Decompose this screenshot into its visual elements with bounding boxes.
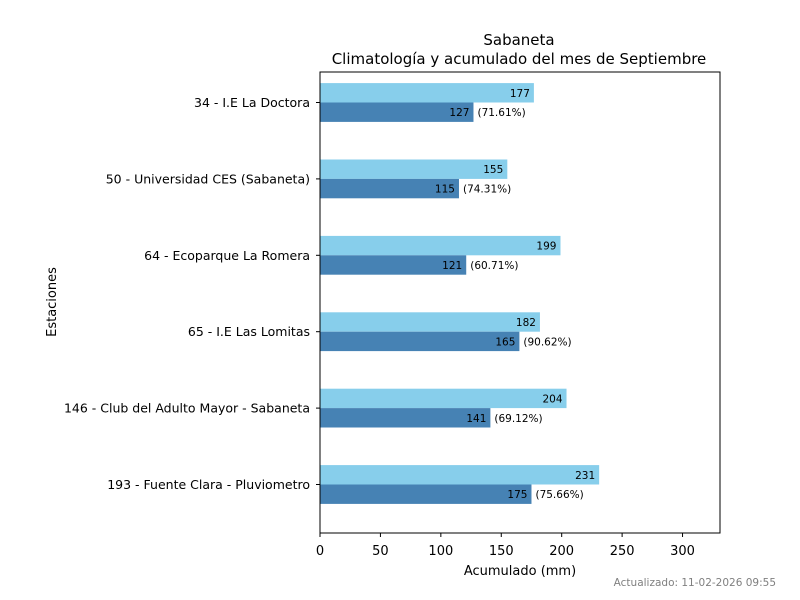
y-tick-label: 193 - Fuente Clara - Pluviometro <box>107 477 310 492</box>
percent-label: (69.12%) <box>494 413 542 425</box>
value-labels-group: 177 127 (71.61%) 155 115 (74.31%) 199 121 (60.71… <box>435 88 595 501</box>
percent-label: (90.62%) <box>523 336 571 348</box>
bar-climatologia <box>320 235 561 256</box>
value-label-climatologia: 155 <box>483 164 503 176</box>
value-label-acumulado: 165 <box>495 336 515 348</box>
x-axis-label: Acumulado (mm) <box>464 564 576 579</box>
value-label-acumulado: 121 <box>442 260 462 272</box>
bar-climatologia <box>320 388 567 409</box>
x-tick-label: 150 <box>489 544 514 559</box>
x-tick-label: 250 <box>610 544 635 559</box>
bar-acumulado <box>320 484 532 504</box>
x-tick-label: 50 <box>372 544 389 559</box>
y-tick-label: 146 - Club del Adulto Mayor - Sabaneta <box>64 401 310 416</box>
percent-label: (74.31%) <box>463 184 511 196</box>
x-tick-label: 300 <box>670 544 695 559</box>
plot-frame <box>319 71 721 534</box>
bar-acumulado <box>320 255 467 275</box>
bar-acumulado <box>320 102 474 122</box>
updated-footer: Actualizado: 11-02-2026 09:55 <box>614 577 776 589</box>
bar-acumulado <box>320 408 491 428</box>
value-label-acumulado: 141 <box>466 413 486 425</box>
y-tick-label: 34 - I.E La Doctora <box>194 95 310 110</box>
x-tick-label: 100 <box>428 544 453 559</box>
chart-subtitle: Climatología y acumulado del mes de Sept… <box>332 50 707 68</box>
value-label-climatologia: 231 <box>575 470 595 482</box>
y-tick-label: 64 - Ecoparque La Romera <box>144 248 310 263</box>
y-tick-label: 50 - Universidad CES (Sabaneta) <box>106 171 310 186</box>
bar-climatologia <box>320 312 540 332</box>
bar-climatologia <box>320 465 600 485</box>
percent-label: (75.66%) <box>535 489 583 501</box>
x-tick-label: 200 <box>549 544 574 559</box>
value-label-climatologia: 199 <box>536 241 556 253</box>
value-label-climatologia: 182 <box>516 317 536 329</box>
y-ticks-group: 34 - I.E La Doctora 50 - Universidad CES … <box>64 95 320 492</box>
value-label-acumulado: 127 <box>449 107 469 119</box>
y-axis-label: Estaciones <box>45 267 60 337</box>
percent-label: (60.71%) <box>470 260 518 272</box>
bar-acumulado <box>320 178 459 199</box>
value-label-climatologia: 204 <box>542 393 562 405</box>
value-label-acumulado: 175 <box>507 489 527 501</box>
value-label-acumulado: 115 <box>435 184 455 196</box>
bars-group <box>320 83 600 504</box>
bar-climatologia <box>320 83 534 103</box>
bar-acumulado <box>320 331 520 352</box>
x-tick-label: 0 <box>316 544 324 559</box>
y-tick-label: 65 - I.E Las Lomitas <box>188 324 310 339</box>
value-label-climatologia: 177 <box>510 88 530 100</box>
chart-title: Sabaneta <box>483 31 554 49</box>
bar-climatologia <box>320 159 508 179</box>
percent-label: (71.61%) <box>477 107 525 119</box>
x-ticks-group: 0 50 100 150 200 250 300 <box>316 533 695 559</box>
